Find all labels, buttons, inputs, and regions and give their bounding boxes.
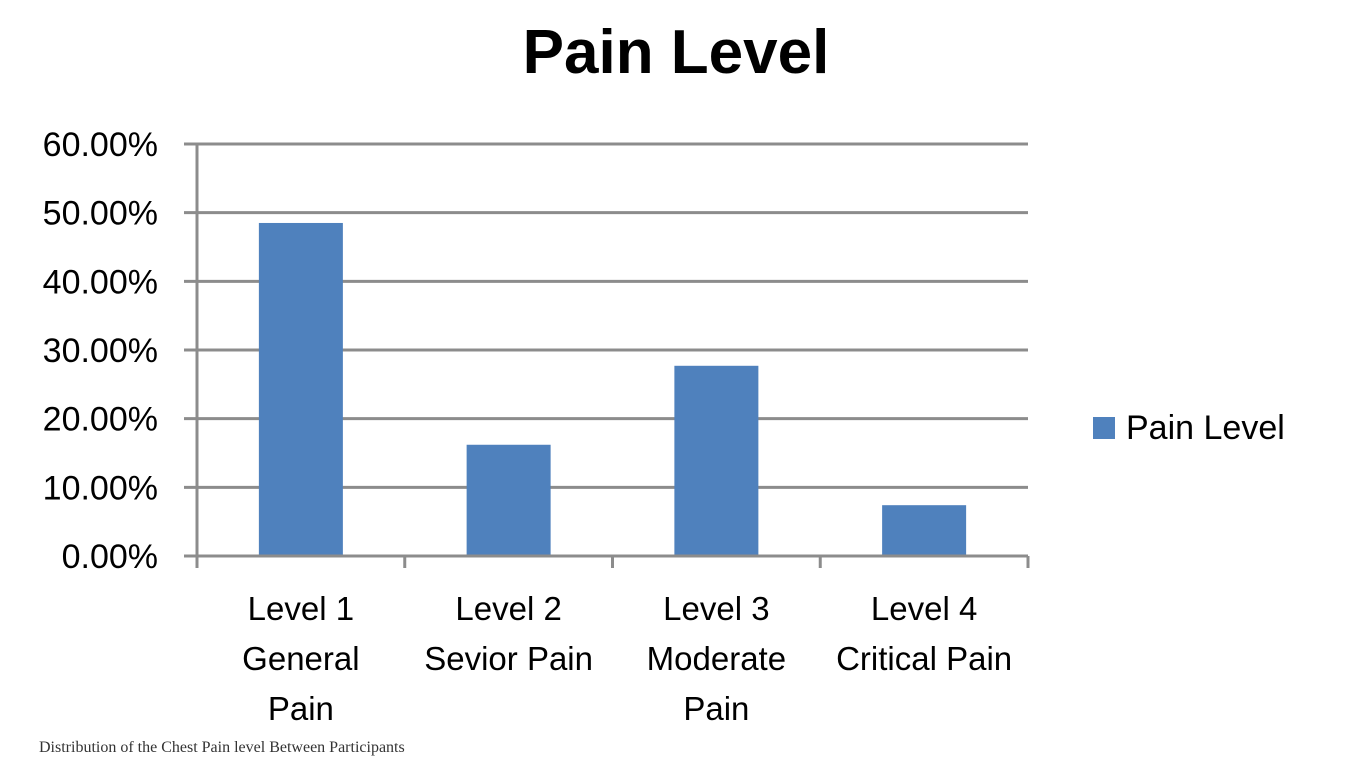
legend-label: Pain Level	[1126, 409, 1285, 447]
y-axis-tick-labels: 0.00% 10.00% 20.00% 30.00% 40.00% 50.00% 60.00…	[43, 126, 158, 576]
y-tick-label: 20.00%	[43, 401, 158, 439]
x-category-label: Level 1 General Pain	[242, 590, 359, 727]
chart-container: Pain Level 0.00% 10.00% 20.00% 30.00% 40.00%…	[43, 18, 1285, 727]
x-category-label: Level 3 Moderate Pain	[647, 590, 786, 727]
x-category-label: Level 4 Critical Pain	[836, 590, 1012, 677]
bar	[882, 505, 967, 556]
bar	[466, 444, 551, 556]
bars	[258, 222, 967, 556]
bar	[674, 365, 759, 556]
bar-chart: Pain Level 0.00% 10.00% 20.00% 30.00% 40.00%…	[43, 18, 1285, 727]
y-tick-label: 60.00%	[43, 126, 158, 164]
bar	[258, 222, 343, 556]
y-tick-label: 0.00%	[62, 538, 158, 576]
y-tick-label: 10.00%	[43, 469, 158, 507]
legend-swatch	[1093, 417, 1115, 439]
figure-caption: Distribution of the Chest Pain level Bet…	[39, 739, 405, 756]
y-tick-label: 50.00%	[43, 195, 158, 233]
y-tick-label: 40.00%	[43, 263, 158, 301]
y-tick-label: 30.00%	[43, 332, 158, 370]
chart-title: Pain Level	[523, 18, 830, 87]
legend: Pain Level	[1093, 409, 1285, 447]
x-axis-category-labels: Level 1 General Pain Level 2 Sevior Pain Leve…	[242, 590, 1012, 727]
axes	[184, 142, 1030, 568]
x-category-label: Level 2 Sevior Pain	[424, 590, 593, 677]
